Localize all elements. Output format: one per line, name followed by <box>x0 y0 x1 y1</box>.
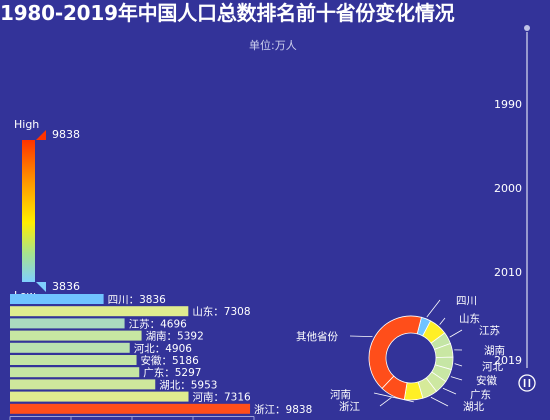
bar[interactable] <box>10 318 125 329</box>
donut-label: 浙江 <box>339 401 360 413</box>
visual-map-high-text: High <box>14 118 39 131</box>
bar[interactable] <box>10 342 130 353</box>
timeline-tick-label[interactable]: 2010 <box>494 266 522 279</box>
bar-value-label: 浙江：9838 <box>254 404 312 416</box>
donut-label: 湖北 <box>463 401 484 413</box>
bar-value-label: 河北：4906 <box>134 343 193 355</box>
bar-value-label: 安徽：5186 <box>141 354 200 367</box>
visual-map-max-label: 9838 <box>52 128 80 141</box>
donut-label: 四川 <box>456 295 477 307</box>
chart-title: 1980-2019年中国人口总数排名前十省份变化情况 <box>0 1 455 25</box>
bar[interactable] <box>10 355 137 365</box>
bar[interactable] <box>10 306 189 317</box>
bar[interactable] <box>10 379 156 390</box>
timeline[interactable]: 1990 2000 2010 2019 <box>494 25 536 392</box>
timeline-tick-label[interactable]: 2000 <box>494 182 522 195</box>
donut-label: 安徽 <box>476 374 497 387</box>
donut-label: 山东 <box>459 312 480 325</box>
donut-leader-line <box>449 329 463 338</box>
visual-map[interactable]: High 9838 3836 Low <box>14 118 80 302</box>
donut-leader-line <box>442 387 457 395</box>
donut-label: 江苏 <box>479 324 500 337</box>
donut-leader-line <box>349 335 373 338</box>
bar[interactable] <box>10 367 140 378</box>
donut-label: 湖南 <box>484 344 505 357</box>
bar-series: 四川：3836 山东：7308 江苏：4696湖南：5392河北：4906安徽：51… <box>9 294 312 420</box>
bar[interactable] <box>10 391 189 402</box>
timeline-play-button[interactable] <box>518 374 536 392</box>
donut-leader-line <box>373 392 414 403</box>
visual-map-min-label: 3836 <box>52 280 80 293</box>
timeline-tick-label[interactable]: 2019 <box>494 354 522 367</box>
donut-label: 其他省份 <box>296 330 338 343</box>
bar-value-label: 四川：3836 <box>108 294 167 306</box>
bar[interactable] <box>10 330 142 341</box>
bar-value-label: 山东：7308 <box>192 305 250 318</box>
bar-value-label: 湖北：5953 <box>159 379 217 391</box>
visual-map-high-handle[interactable] <box>36 130 46 140</box>
donut-label: 河北 <box>482 361 503 373</box>
bar-value-label: 河南：7316 <box>193 391 252 404</box>
chart-subtitle: 单位:万人 <box>249 39 297 52</box>
bar[interactable] <box>10 403 251 414</box>
donut-label: 广东 <box>470 388 491 401</box>
donut-leader-line <box>450 376 463 381</box>
donut-leader-line <box>426 299 441 318</box>
donut-leader-line <box>454 363 463 367</box>
timeline-tick-label[interactable]: 1990 <box>494 98 522 111</box>
bar-value-label: 湖南：5392 <box>146 330 204 343</box>
timeline-start-marker[interactable] <box>524 25 530 31</box>
bar-value-label: 广东：5297 <box>143 366 201 379</box>
visual-map-low-handle[interactable] <box>36 282 46 292</box>
donut-slice[interactable] <box>368 315 422 389</box>
visual-map-gradient-bar[interactable] <box>22 140 35 282</box>
pause-icon <box>523 379 531 387</box>
donut-leader-line <box>379 397 392 407</box>
donut-label: 河南 <box>330 388 351 401</box>
donut-leader-line <box>439 317 446 325</box>
donut-leader-line <box>430 396 449 407</box>
bar[interactable] <box>10 294 104 304</box>
bar-value-label: 江苏：4696 <box>129 317 188 330</box>
